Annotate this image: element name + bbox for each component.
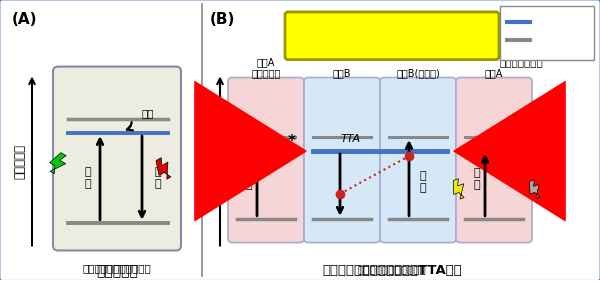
Text: 発光が照射光より長波長: 発光が照射光より長波長	[83, 263, 151, 273]
Text: 吸
収: 吸 収	[473, 168, 481, 190]
Polygon shape	[453, 179, 464, 199]
FancyBboxPatch shape	[304, 78, 380, 243]
Text: 分子A
（増感剤）: 分子A （増感剤）	[251, 57, 281, 78]
Text: 分子A: 分子A	[485, 69, 503, 78]
Text: 三重項-三重項エネルギー移動: 三重項-三重項エネルギー移動	[344, 29, 440, 42]
Text: 発
光: 発 光	[155, 167, 161, 189]
Text: 発光が照射光より短波長: 発光が照射光より短波長	[358, 264, 427, 274]
Text: 分子B(発光体): 分子B(発光体)	[396, 69, 440, 78]
Text: 吸
収: 吸 収	[245, 168, 253, 190]
Text: *: *	[288, 134, 296, 149]
Polygon shape	[50, 153, 66, 174]
Text: ＊三重項に変化: ＊三重項に変化	[500, 58, 544, 68]
FancyBboxPatch shape	[228, 78, 304, 243]
Text: (B): (B)	[210, 12, 235, 27]
Polygon shape	[156, 158, 171, 179]
Text: 一重項: 一重項	[535, 35, 554, 45]
Text: *: *	[516, 134, 524, 149]
Text: 三重項: 三重項	[535, 17, 554, 27]
Polygon shape	[530, 180, 539, 198]
Text: 吸
収: 吸 収	[85, 167, 91, 189]
Text: 光アップコンバージョン（TTA型）: 光アップコンバージョン（TTA型）	[322, 265, 462, 277]
Text: エネルギー: エネルギー	[203, 144, 217, 179]
Text: 通常の発光: 通常の発光	[96, 265, 138, 278]
Polygon shape	[220, 182, 233, 200]
FancyBboxPatch shape	[456, 78, 532, 243]
Text: 分子B: 分子B	[333, 69, 351, 78]
FancyBboxPatch shape	[500, 6, 594, 60]
FancyBboxPatch shape	[380, 78, 456, 243]
FancyBboxPatch shape	[53, 67, 181, 250]
Text: TTA: TTA	[341, 134, 361, 144]
Text: 発
光: 発 光	[419, 171, 427, 193]
Text: 緩和: 緩和	[142, 108, 154, 118]
Text: エネルギー: エネルギー	[14, 144, 26, 179]
FancyBboxPatch shape	[285, 12, 499, 60]
Text: (A): (A)	[12, 12, 37, 27]
